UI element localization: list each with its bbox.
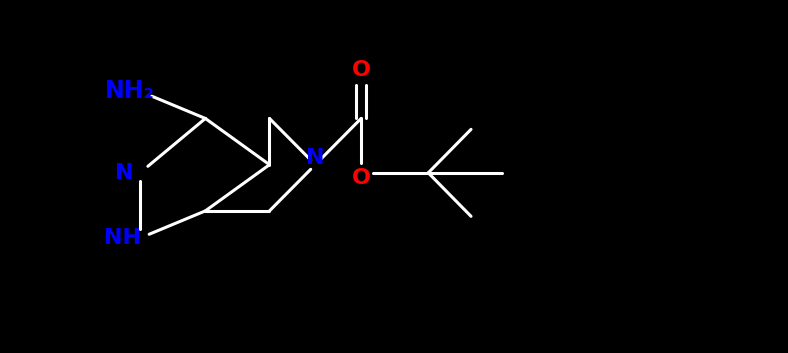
Text: NH₂: NH₂: [106, 79, 155, 103]
Text: O: O: [351, 168, 370, 188]
Text: NH: NH: [105, 228, 141, 248]
Text: O: O: [351, 60, 370, 79]
Text: N: N: [115, 163, 133, 183]
Text: N: N: [306, 148, 325, 168]
